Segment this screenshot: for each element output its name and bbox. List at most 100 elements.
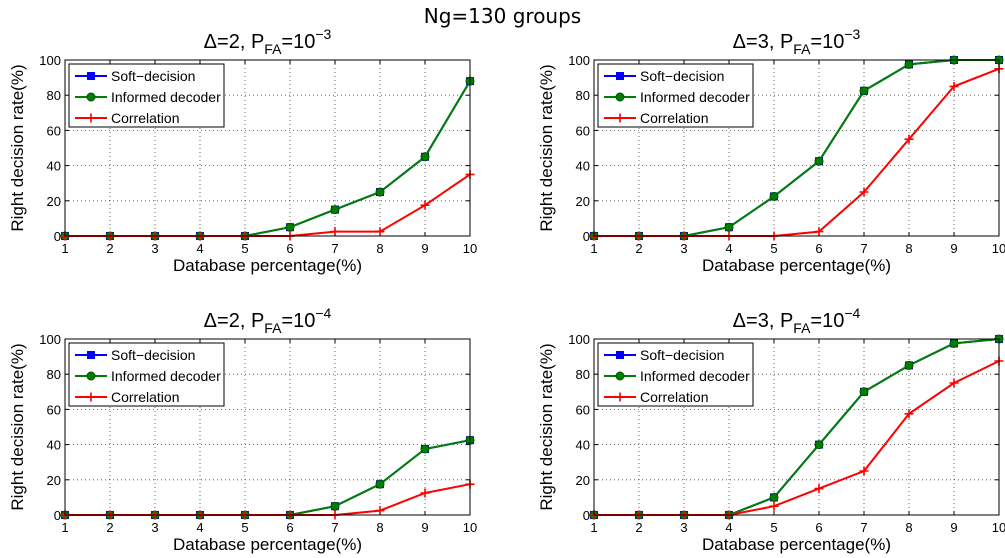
legend-label-1: Soft−decision — [111, 347, 195, 363]
data-point-s2-6 — [814, 440, 824, 450]
legend-label-3: Correlation — [640, 389, 708, 405]
data-point-s2-8 — [904, 360, 914, 370]
x-tick-label: 5 — [770, 241, 777, 256]
y-tick-label: 60 — [576, 123, 590, 138]
y-tick-label: 20 — [47, 194, 61, 209]
data-point-s3-8 — [375, 227, 385, 237]
chart-panel-4: 1 2 3 4 5 6 7 8 9 10020406080100Soft−decisionInfo… — [537, 305, 1005, 554]
x-tick-label: 4 — [196, 520, 203, 535]
x-tick-label: 5 — [241, 520, 248, 535]
y-tick-label: 20 — [576, 473, 590, 488]
data-point-s2-6 — [814, 156, 824, 166]
legend-marker-3 — [615, 113, 625, 123]
title-lead: Δ=2, P — [204, 310, 265, 332]
axes-box — [593, 338, 1000, 516]
data-point-s2-9 — [949, 338, 959, 348]
data-point-s2-7 — [330, 501, 340, 511]
axes-box — [64, 338, 471, 516]
x-tick-label: 5 — [241, 241, 248, 256]
x-tick-label: 1 — [61, 520, 68, 535]
y-tick-label: 60 — [47, 123, 61, 138]
data-point-s2-6 — [285, 222, 295, 232]
legend-label-1: Soft−decision — [640, 347, 724, 363]
y-tick-label: 0 — [583, 229, 590, 244]
y-axis-label: Right decision rate(%) — [537, 64, 556, 231]
y-tick-label: 80 — [47, 367, 61, 382]
x-tick-label: 2 — [106, 520, 113, 535]
title-lead: Δ=3, P — [733, 31, 794, 53]
y-tick-label: 40 — [576, 159, 590, 174]
x-tick-label: 7 — [331, 241, 338, 256]
data-point-s2-8 — [904, 59, 914, 69]
data-point-s3-7 — [859, 466, 869, 476]
x-tick-label: 6 — [286, 520, 293, 535]
x-tick-label: 4 — [196, 241, 203, 256]
data-point-s3-9 — [949, 378, 959, 388]
legend-label-3: Correlation — [640, 110, 708, 126]
y-tick-label: 0 — [583, 508, 590, 523]
data-point-s3-6 — [814, 227, 824, 237]
legend-marker-3 — [86, 392, 96, 402]
x-tick-label: 9 — [950, 241, 957, 256]
y-tick-label: 80 — [47, 88, 61, 103]
legend-label-1: Soft−decision — [111, 68, 195, 84]
y-tick-label: 40 — [47, 159, 61, 174]
y-tick-label: 20 — [576, 194, 590, 209]
data-point-s3-9 — [420, 200, 430, 210]
y-axis-label: Right decision rate(%) — [537, 343, 556, 510]
x-tick-label: 8 — [905, 520, 912, 535]
data-point-s2-5 — [769, 191, 779, 201]
data-point-s3-7 — [859, 187, 869, 197]
y-axis-label: Right decision rate(%) — [8, 343, 27, 510]
title-superscript: −3 — [844, 26, 860, 42]
chart-title: Δ=2, PFA=10−3 — [204, 26, 332, 57]
x-tick-label: 2 — [635, 241, 642, 256]
y-tick-label: 40 — [47, 438, 61, 453]
legend-marker-2 — [615, 92, 625, 102]
x-tick-label: 2 — [635, 520, 642, 535]
y-tick-label: 60 — [47, 402, 61, 417]
y-tick-label: 100 — [568, 332, 590, 347]
x-tick-label: 5 — [770, 520, 777, 535]
x-axis-label: Database percentage(%) — [702, 256, 891, 275]
legend-marker-3 — [86, 113, 96, 123]
x-tick-label: 3 — [680, 520, 687, 535]
figure-title: Ng=130 groups — [423, 4, 582, 28]
x-tick-label: 10 — [992, 241, 1005, 256]
y-tick-label: 100 — [39, 53, 61, 68]
title-superscript: −4 — [315, 305, 331, 321]
x-axis-label: Database percentage(%) — [173, 256, 362, 275]
data-point-s2-7 — [330, 205, 340, 215]
data-point-s3-9 — [420, 488, 430, 498]
x-tick-label: 3 — [151, 241, 158, 256]
legend-label-3: Correlation — [111, 110, 179, 126]
chart-panel-2: 1 2 3 4 5 6 7 8 9 10020406080100Soft−decisionInfo… — [537, 26, 1005, 275]
x-tick-label: 7 — [860, 520, 867, 535]
x-tick-label: 9 — [950, 520, 957, 535]
data-point-s3-8 — [904, 134, 914, 144]
data-point-s2-7 — [859, 86, 869, 96]
x-tick-label: 8 — [376, 520, 383, 535]
x-tick-label: 6 — [286, 241, 293, 256]
data-point-s3-5 — [769, 501, 779, 511]
y-tick-label: 100 — [568, 53, 590, 68]
x-tick-label: 9 — [421, 520, 428, 535]
title-lead: Δ=2, P — [204, 31, 265, 53]
x-tick-label: 2 — [106, 241, 113, 256]
title-subscript: FA — [793, 320, 811, 336]
x-tick-label: 8 — [905, 241, 912, 256]
x-tick-label: 4 — [725, 241, 732, 256]
x-tick-label: 7 — [331, 520, 338, 535]
x-tick-label: 7 — [860, 241, 867, 256]
data-point-s2-8 — [375, 187, 385, 197]
data-point-s2-4 — [724, 222, 734, 232]
x-axis-label: Database percentage(%) — [173, 535, 362, 554]
y-tick-label: 20 — [47, 473, 61, 488]
legend-label-2: Informed decoder — [640, 368, 750, 384]
chart-panel-1: 1 2 3 4 5 6 7 8 9 10020406080100Soft−decisionInfo… — [8, 26, 477, 275]
y-tick-label: 40 — [576, 438, 590, 453]
chart-title: Δ=3, PFA=10−4 — [733, 305, 861, 336]
chart-panel-3: 1 2 3 4 5 6 7 8 9 10020406080100Soft−decisionInfo… — [8, 305, 477, 554]
x-tick-label: 10 — [463, 241, 477, 256]
